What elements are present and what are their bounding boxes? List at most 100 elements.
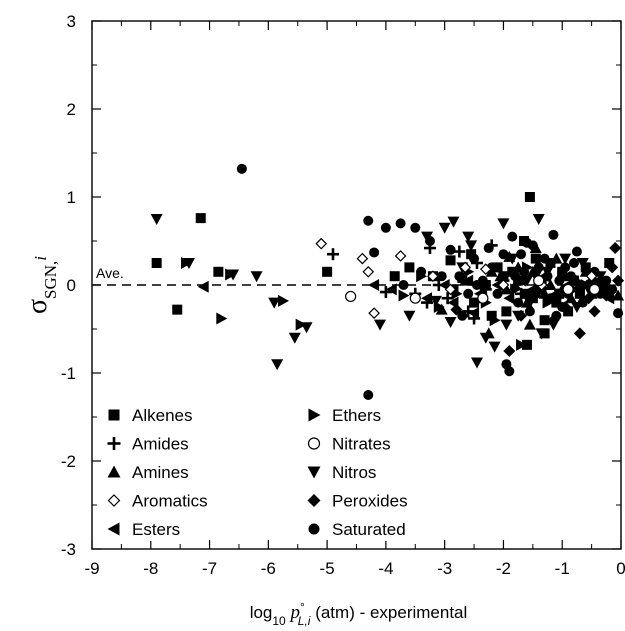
y-tick-label: 2 xyxy=(67,100,76,119)
point-saturated xyxy=(566,271,577,282)
point-alkenes xyxy=(545,258,556,268)
average-label: Ave. xyxy=(96,265,124,281)
point-nitros xyxy=(470,357,483,369)
point-alkenes xyxy=(530,253,541,264)
x-tick-label: -7 xyxy=(202,559,217,578)
legend-label-ethers: Ethers xyxy=(332,406,381,425)
point-alkenes xyxy=(539,315,550,326)
point-alkenes xyxy=(469,297,480,308)
point-saturated xyxy=(504,366,515,377)
x-axis-title-suffix: (atm) - experimental xyxy=(310,603,467,622)
legend-label-aromatics: Aromatics xyxy=(132,492,208,511)
x-axis-title-log: log xyxy=(250,603,273,622)
point-alkenes xyxy=(492,262,503,273)
legend-label-esters: Esters xyxy=(132,520,180,539)
point-peroxides xyxy=(588,305,601,318)
y-axis-title-sub-i: i xyxy=(31,256,50,261)
point-saturated xyxy=(607,284,618,295)
point-alkenes xyxy=(563,306,574,317)
point-nitrates xyxy=(533,275,545,287)
y-tick-label: 3 xyxy=(67,12,76,31)
point-amines xyxy=(612,289,625,301)
point-nitros xyxy=(576,258,589,269)
legend: Alkenes Amides Amines Aromatics Esters Ethers… xyxy=(105,403,412,541)
point-amines xyxy=(435,303,448,315)
point-ethers xyxy=(278,294,290,307)
y-tick-label: 1 xyxy=(67,188,76,207)
point-nitrates xyxy=(588,283,601,295)
point-alkenes xyxy=(322,266,333,277)
legend-label-nitrates: Nitrates xyxy=(332,435,391,454)
point-saturated xyxy=(574,280,585,290)
point-peroxides xyxy=(609,242,622,255)
point-saturated xyxy=(568,258,579,268)
point-esters xyxy=(491,279,503,291)
legend-label-bg xyxy=(328,460,381,484)
point-saturated xyxy=(395,218,406,229)
point-aromatics xyxy=(427,270,439,283)
point-aromatics xyxy=(497,279,510,291)
reference-line-group: Ave. xyxy=(92,265,621,286)
y-axis-title-sub: SGN, xyxy=(41,261,60,299)
point-amines xyxy=(523,318,536,330)
point-esters xyxy=(503,292,515,305)
point-nitros xyxy=(523,297,536,309)
point-saturated xyxy=(498,249,509,260)
legend-marker-alkenes xyxy=(108,409,120,421)
point-saturated xyxy=(363,215,374,226)
legend-label-bg xyxy=(128,488,212,513)
point-ethers xyxy=(510,283,522,296)
point-saturated xyxy=(410,222,421,233)
point-peroxides xyxy=(503,345,516,357)
x-axis-title-base: 10 xyxy=(272,614,286,628)
legend-marker-saturated xyxy=(308,523,320,535)
point-amides xyxy=(379,286,392,299)
point-nitrates xyxy=(477,292,489,304)
point-saturated xyxy=(510,271,521,282)
point-aromatics xyxy=(315,237,328,250)
point-esters xyxy=(462,274,474,287)
point-amides xyxy=(326,248,339,261)
point-nitros xyxy=(497,218,510,230)
point-saturated xyxy=(236,163,247,174)
point-nitros xyxy=(403,310,416,322)
point-saturated xyxy=(380,222,391,233)
point-saturated xyxy=(454,271,465,282)
point-saturated xyxy=(560,262,571,273)
point-aromatics xyxy=(394,250,407,262)
x-axis-title-degree: ° xyxy=(300,600,305,614)
point-saturated xyxy=(539,253,550,264)
x-tick-label: -2 xyxy=(496,559,511,578)
x-axis-title-p: p xyxy=(288,602,300,623)
x-tick-label: -3 xyxy=(437,559,452,578)
legend-label-bg xyxy=(128,517,185,541)
point-alkenes xyxy=(574,288,585,299)
point-saturated xyxy=(369,247,380,258)
point-nitros xyxy=(429,295,442,307)
point-saturated xyxy=(507,231,518,242)
point-saturated xyxy=(557,302,568,312)
point-peroxides xyxy=(573,327,586,340)
point-peroxides xyxy=(515,309,528,322)
point-saturated xyxy=(445,244,456,255)
point-nitros xyxy=(268,297,281,309)
point-esters xyxy=(385,283,397,296)
point-ethers xyxy=(216,312,228,325)
legend-label-bg xyxy=(128,403,197,427)
point-amines xyxy=(500,283,513,295)
point-saturated xyxy=(483,243,494,254)
point-amines xyxy=(550,252,563,264)
point-aromatics xyxy=(444,283,457,296)
point-nitros xyxy=(447,216,460,228)
point-nitros xyxy=(250,271,263,283)
x-axis-title: log10 p° L,i (atm) - experimental xyxy=(250,600,468,628)
point-saturated xyxy=(613,308,624,319)
point-nitros xyxy=(444,316,457,328)
point-nitros xyxy=(520,275,533,287)
point-alkenes xyxy=(598,284,609,295)
point-saturated xyxy=(471,280,482,290)
point-nitros xyxy=(500,319,513,331)
point-saturated xyxy=(533,262,544,273)
y-tick-label: -2 xyxy=(61,452,76,471)
